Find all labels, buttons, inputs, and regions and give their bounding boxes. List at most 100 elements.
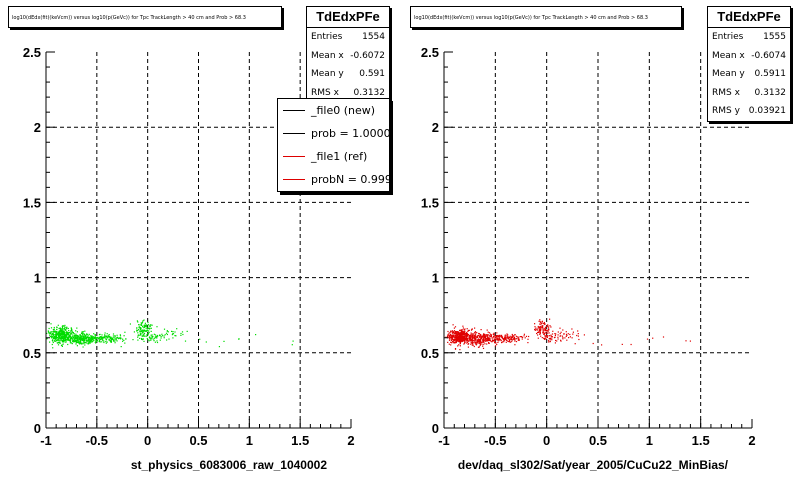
data-point [488, 338, 490, 340]
data-point [474, 327, 476, 329]
data-point [472, 343, 474, 345]
data-point [66, 339, 68, 341]
data-point [472, 334, 474, 336]
data-point [497, 341, 499, 343]
data-point [82, 342, 84, 344]
data-point [65, 335, 67, 338]
data-point [473, 337, 475, 339]
data-point [548, 326, 550, 328]
data-point [473, 332, 476, 334]
data-point [466, 333, 469, 335]
data-point [109, 335, 111, 337]
data-point [105, 342, 107, 344]
data-point [151, 324, 153, 326]
data-point [146, 337, 148, 340]
x-tick-label: 0.5 [589, 433, 607, 448]
data-point [105, 339, 108, 341]
data-point [58, 339, 60, 341]
data-point [549, 318, 551, 320]
data-point [70, 336, 73, 339]
data-point [95, 338, 97, 340]
data-point [473, 339, 475, 341]
data-point [174, 335, 176, 337]
data-point [540, 329, 542, 332]
data-point [79, 334, 81, 336]
data-point [514, 337, 516, 340]
data-point [506, 333, 508, 335]
data-point [62, 337, 64, 339]
data-point [99, 339, 101, 341]
data-point [540, 335, 542, 337]
stats-name: TdEdxPFe [307, 7, 389, 28]
data-point [453, 336, 455, 338]
y-tick-label: 1 [34, 271, 41, 286]
y-tick-label: 1 [432, 271, 439, 286]
data-point [52, 347, 54, 349]
data-point [100, 338, 102, 341]
data-point [550, 335, 552, 337]
data-point [82, 331, 84, 333]
data-point [172, 331, 174, 333]
data-point [159, 334, 161, 336]
data-point [90, 336, 92, 338]
data-point [63, 328, 65, 330]
x-tick-label: 0.5 [189, 433, 207, 448]
data-point [146, 334, 148, 336]
data-point [64, 329, 66, 331]
data-point [52, 336, 54, 338]
data-point [156, 334, 158, 337]
data-point [544, 328, 546, 330]
data-point [118, 338, 120, 340]
data-point [136, 329, 138, 331]
data-point [76, 338, 78, 340]
data-point [85, 341, 87, 343]
data-point [462, 327, 464, 329]
data-point [75, 341, 77, 343]
data-point [510, 337, 512, 340]
data-point [99, 341, 101, 343]
data-point [492, 339, 495, 342]
data-point [143, 335, 145, 337]
data-point [65, 330, 67, 332]
data-point [98, 337, 101, 339]
data-point [144, 322, 146, 324]
data-point [104, 335, 106, 337]
data-point [94, 341, 96, 343]
data-point [480, 335, 482, 337]
data-point [63, 332, 65, 334]
data-point [59, 330, 61, 332]
data-point [119, 334, 121, 336]
data-point [69, 342, 71, 344]
data-point [60, 332, 62, 334]
data-point [518, 338, 520, 340]
data-point [455, 333, 457, 335]
data-point [139, 324, 141, 326]
data-point [90, 341, 92, 343]
y-tick-label: 0.5 [421, 346, 439, 361]
data-point [63, 335, 65, 338]
data-point [527, 338, 529, 340]
data-point [67, 336, 69, 338]
stats-label: Mean x [712, 50, 745, 61]
data-point [568, 337, 570, 339]
data-point [77, 339, 79, 341]
data-point [499, 334, 501, 336]
data-point [65, 332, 67, 334]
data-point [474, 341, 476, 343]
data-point [71, 329, 73, 331]
data-point [487, 331, 489, 333]
data-point [75, 330, 77, 332]
data-point [67, 343, 69, 346]
data-point [147, 328, 149, 330]
data-point [511, 337, 513, 339]
data-point [53, 335, 55, 337]
data-point [172, 333, 175, 335]
data-point [503, 338, 505, 340]
data-point [451, 337, 453, 340]
data-point [64, 328, 66, 330]
y-tick-label: 1.5 [421, 195, 439, 210]
data-point [81, 337, 83, 339]
data-point [82, 338, 84, 340]
data-point [72, 339, 74, 341]
data-point [517, 339, 519, 341]
